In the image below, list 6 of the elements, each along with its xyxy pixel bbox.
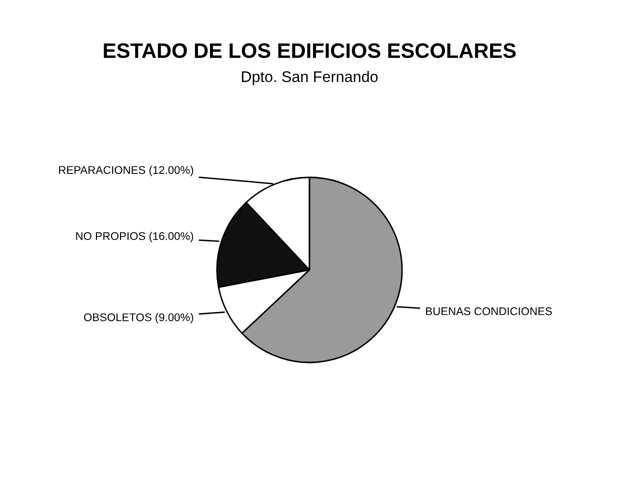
slice-label: REPARACIONES (12.00%): [59, 166, 194, 176]
chart-title: ESTADO DE LOS EDIFICIOS ESCOLARES: [104, 43, 516, 58]
slice-label: BUENAS CONDICIONES: [426, 307, 552, 316]
slice-label: NO PROPIOS (16.00%): [76, 232, 194, 242]
chart-subtitle: Dpto. San Fernando: [242, 70, 378, 86]
slice-label: OBSOLETOS (9.00%): [84, 313, 194, 324]
